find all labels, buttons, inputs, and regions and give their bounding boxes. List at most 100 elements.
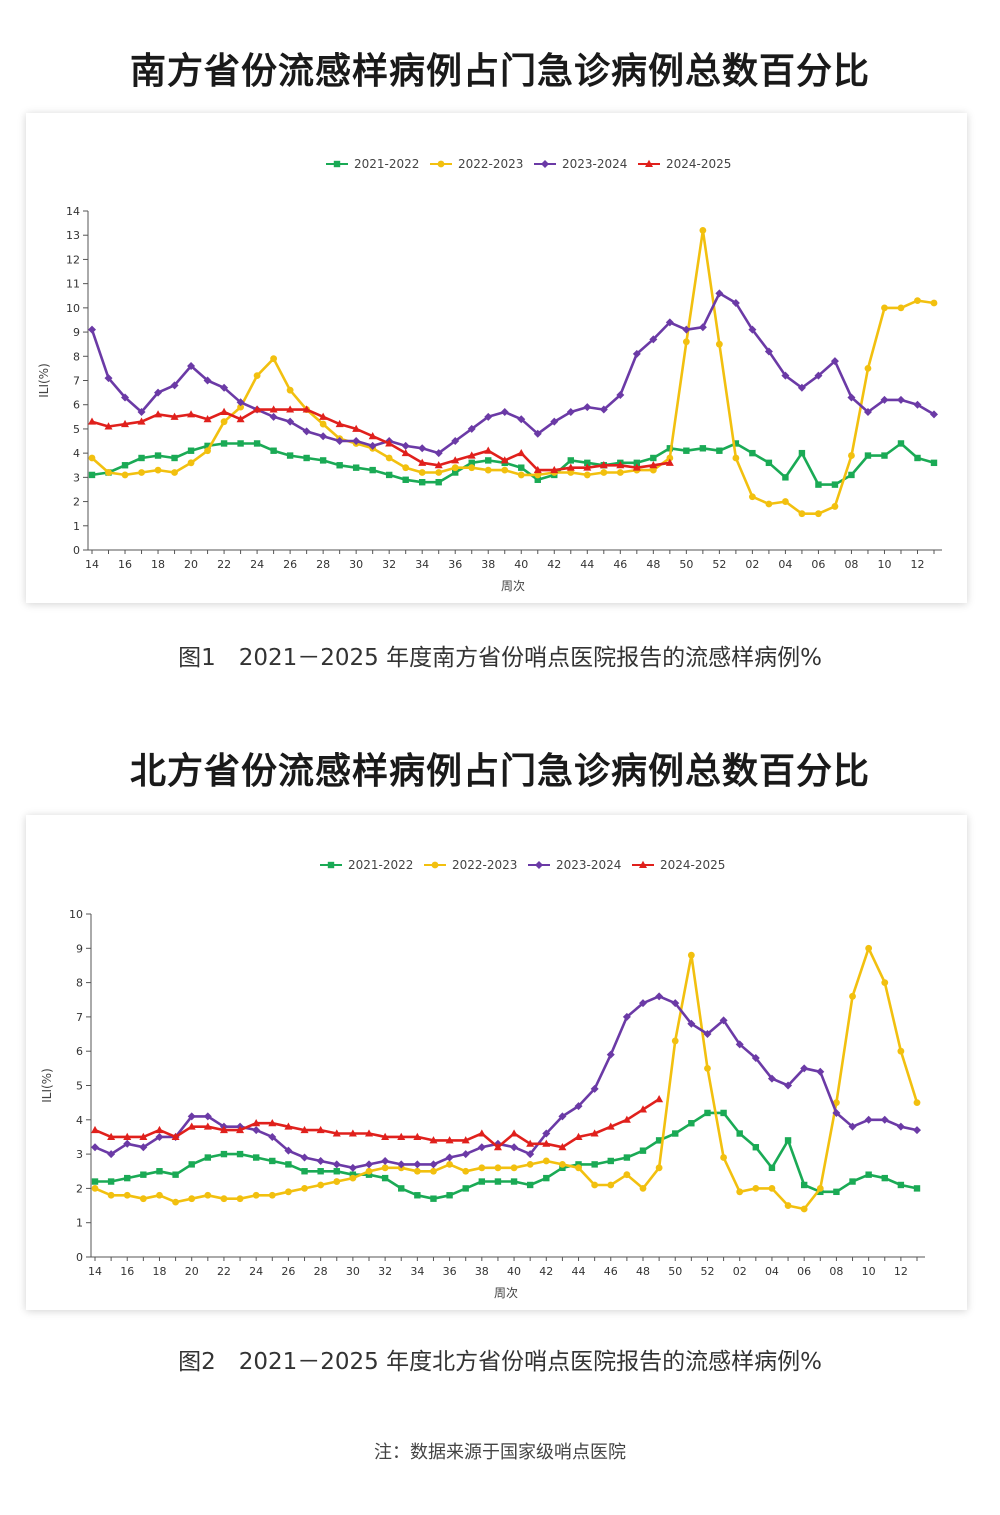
chart1-card: 2021-2022 2022-2023 2023-2024 2024-2025 0 1 2 3…	[26, 113, 967, 603]
data-point	[591, 1161, 598, 1168]
data-point	[269, 412, 278, 421]
data-point	[107, 1178, 115, 1185]
data-point	[616, 461, 625, 469]
data-point	[542, 1129, 551, 1138]
data-point	[204, 1154, 212, 1161]
data-point	[253, 372, 261, 380]
series-line	[91, 408, 670, 472]
data-point	[352, 437, 361, 446]
data-point	[501, 466, 509, 474]
legend-label: 2024-2025	[666, 157, 731, 171]
data-point	[782, 498, 789, 505]
data-point	[542, 1157, 550, 1165]
data-point	[270, 447, 277, 454]
data-point	[500, 407, 509, 416]
y-tick-label: 3	[76, 1148, 83, 1161]
data-point	[698, 323, 707, 332]
x-tick-label: 08	[844, 558, 858, 571]
x-tick-label: 46	[604, 1265, 618, 1278]
data-point	[88, 417, 96, 425]
data-point	[715, 340, 723, 348]
x-tick-label: 40	[507, 1265, 521, 1278]
data-point	[381, 1132, 390, 1140]
y-axis-title: ILI(%)	[37, 363, 51, 398]
data-point	[607, 1181, 615, 1189]
data-point	[121, 462, 129, 469]
data-point	[430, 1195, 437, 1202]
data-point	[665, 318, 674, 327]
data-point	[137, 417, 146, 425]
data-point	[655, 1164, 663, 1172]
data-point	[583, 471, 591, 479]
data-point	[607, 1157, 614, 1165]
data-point	[478, 1164, 486, 1172]
data-point	[88, 454, 96, 462]
data-point	[188, 1161, 195, 1168]
x-tick-label: 20	[184, 558, 198, 571]
data-point	[639, 1147, 647, 1154]
y-tick-label: 8	[76, 977, 83, 990]
data-point	[671, 999, 680, 1008]
legend-label: 2024-2025	[660, 858, 725, 872]
data-point	[591, 1181, 599, 1189]
data-point	[187, 1122, 196, 1130]
data-point	[268, 1119, 277, 1127]
x-tick-label: 16	[120, 1265, 134, 1278]
x-axis: 14 16 18 20 22 24 26 28 30 32 34 36 38 40 42 44 46 48 50 52…	[88, 1256, 925, 1300]
data-point	[751, 1054, 760, 1063]
data-point	[526, 1160, 534, 1168]
data-point	[429, 1136, 438, 1144]
data-point	[494, 1164, 502, 1172]
data-point	[731, 299, 740, 308]
data-point	[365, 1167, 373, 1175]
data-point	[510, 1164, 518, 1172]
data-point	[682, 338, 690, 346]
data-point	[107, 1150, 116, 1159]
data-point	[268, 1132, 277, 1141]
data-point	[155, 1132, 164, 1141]
data-point	[816, 1067, 825, 1076]
series-line	[95, 1111, 918, 1201]
chart1-svg: 2021-2022 2022-2023 2023-2024 2024-20250123…	[37, 157, 942, 593]
data-point	[253, 405, 262, 413]
data-point	[220, 1195, 228, 1203]
x-tick-label: 14	[88, 1265, 102, 1278]
data-point	[584, 459, 591, 467]
chart1-caption: 图1 2021－2025 年度南方省份哨点医院报告的流感样病例%	[178, 645, 822, 671]
data-point	[599, 461, 608, 469]
data-point	[348, 1129, 357, 1137]
x-tick-label: 28	[314, 1265, 328, 1278]
data-point	[930, 459, 938, 467]
data-point	[402, 464, 410, 472]
data-point	[121, 471, 129, 479]
x-tick-label: 20	[185, 1265, 199, 1278]
data-point	[203, 1112, 212, 1121]
data-point	[369, 466, 376, 474]
y-tick-label: 5	[73, 423, 80, 436]
y-tick-label: 2	[73, 496, 80, 509]
data-point	[688, 1120, 695, 1127]
data-point	[204, 447, 211, 455]
data-point	[349, 1171, 357, 1178]
data-point	[847, 393, 856, 402]
data-point	[139, 1143, 148, 1152]
data-point	[170, 412, 179, 420]
data-point	[301, 1185, 308, 1192]
data-point	[735, 1040, 744, 1049]
data-point	[833, 1188, 840, 1196]
series-2022-2023	[88, 226, 938, 518]
x-tick-label: 30	[346, 1265, 360, 1278]
series-2024-2025	[91, 1095, 664, 1151]
data-point	[284, 1122, 293, 1130]
data-point	[623, 1154, 631, 1161]
data-point	[526, 1139, 535, 1147]
series-2023-2024	[88, 289, 938, 458]
data-point	[204, 1191, 212, 1199]
legend-marker	[327, 861, 335, 869]
data-point	[575, 1164, 582, 1172]
x-tick-label: 32	[378, 1265, 392, 1278]
data-point	[665, 458, 674, 466]
data-point	[236, 1150, 244, 1158]
data-point	[517, 448, 526, 457]
data-point	[154, 388, 163, 397]
